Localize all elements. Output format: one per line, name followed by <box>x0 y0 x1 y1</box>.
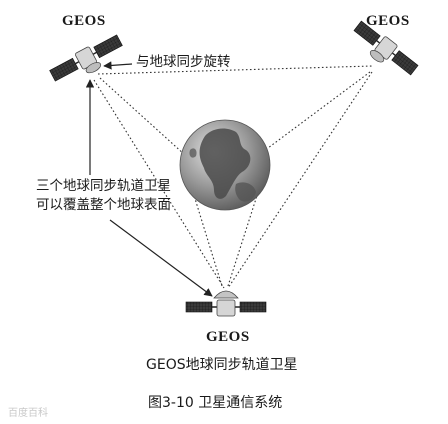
coverage-line-right-bottom <box>227 71 373 289</box>
coverage-tangent-left <box>99 77 186 156</box>
annotation-arrows <box>85 61 213 297</box>
coverage-tangent-bottom-left <box>187 175 223 287</box>
coverage-tangent-right <box>267 71 371 149</box>
coverage-label-line1: 三个地球同步轨道卫星 <box>36 178 171 194</box>
coverage-label-line2: 可以覆盖整个地球表面 <box>36 197 171 213</box>
arrow-to-left-satellite <box>103 61 133 70</box>
satellite-bottom-icon <box>185 290 267 317</box>
watermark: 百度百科 <box>8 408 48 419</box>
coverage-line-left-bottom <box>93 79 225 289</box>
coverage-line-left-right <box>97 65 373 75</box>
satellite-right-icon <box>353 20 419 76</box>
geos-label-bottom: GEOS <box>206 329 250 345</box>
sync-rotation-label: 与地球同步旋转 <box>136 54 231 70</box>
figure-caption: 图3-10 卫星通信系统 <box>148 395 283 411</box>
arrow-to-bottom-satellite <box>109 219 213 297</box>
diagram-subtitle: GEOS地球同步轨道卫星 <box>146 357 298 373</box>
geos-label-left: GEOS <box>62 13 106 29</box>
earth-globe-icon <box>179 119 271 211</box>
geos-label-right: GEOS <box>366 13 410 29</box>
satellite-left-icon <box>49 34 123 82</box>
